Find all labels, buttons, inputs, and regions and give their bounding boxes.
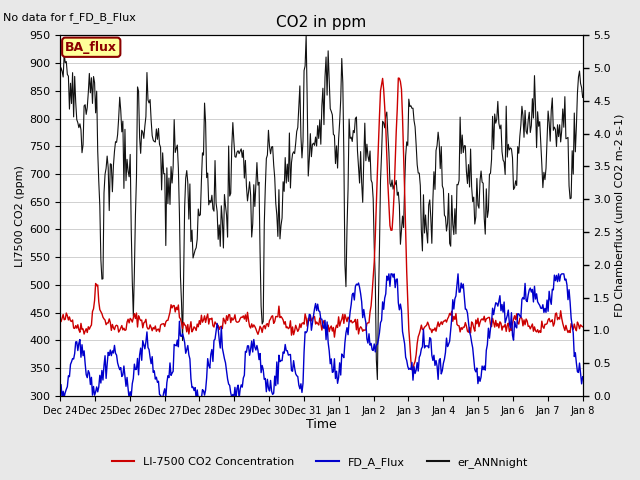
Y-axis label: FD Chamberflux (umol CO2 m-2 s-1): FD Chamberflux (umol CO2 m-2 s-1): [615, 114, 625, 317]
Title: CO2 in ppm: CO2 in ppm: [276, 15, 367, 30]
Text: No data for f_FD_B_Flux: No data for f_FD_B_Flux: [3, 12, 136, 23]
Legend: LI-7500 CO2 Concentration, FD_A_Flux, er_ANNnight: LI-7500 CO2 Concentration, FD_A_Flux, er…: [108, 452, 532, 472]
Text: BA_flux: BA_flux: [65, 41, 117, 54]
Y-axis label: LI7500 CO2 (ppm): LI7500 CO2 (ppm): [15, 165, 25, 266]
X-axis label: Time: Time: [306, 419, 337, 432]
